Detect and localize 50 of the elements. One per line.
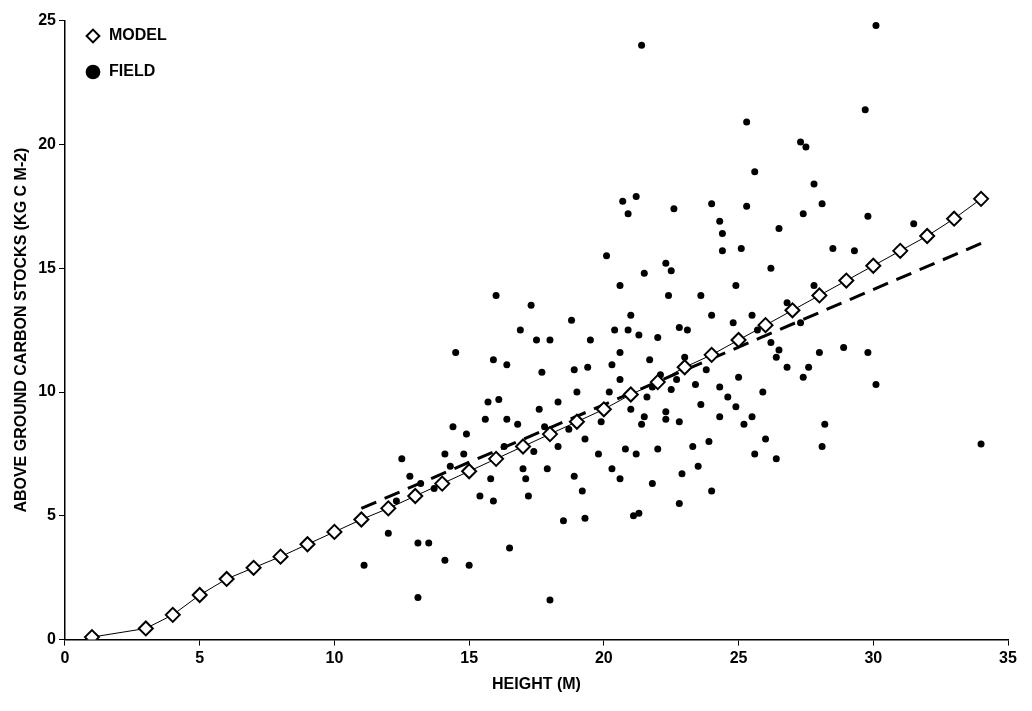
point	[299, 536, 316, 553]
point	[676, 359, 693, 376]
point	[137, 620, 154, 637]
y-tick-label: 20	[38, 134, 57, 152]
point	[326, 523, 343, 540]
y-tick-label: 10	[38, 382, 57, 400]
point	[272, 548, 289, 565]
point	[191, 587, 208, 604]
y-axis-title: ABOVE GROUND CARBON STOCKS (KG C M-2)	[12, 147, 30, 513]
x-tick-label: 10	[325, 648, 344, 666]
x-tick-label: 35	[999, 648, 1017, 666]
point	[353, 511, 370, 528]
x-tick-label: 25	[729, 648, 748, 666]
x-tick-label: 0	[60, 648, 70, 666]
point	[622, 386, 639, 403]
point	[515, 438, 532, 455]
point	[461, 463, 478, 480]
point	[245, 559, 262, 576]
y-tick-label: 15	[38, 258, 57, 276]
point	[649, 374, 666, 391]
point	[568, 413, 585, 430]
point	[218, 570, 235, 587]
legend-label: FIELD	[109, 62, 156, 80]
point	[919, 228, 936, 245]
point	[946, 210, 963, 227]
point	[811, 287, 828, 304]
point	[488, 450, 505, 467]
y-tick-label: 25	[38, 11, 57, 29]
point	[757, 317, 774, 334]
x-tick-label: 15	[460, 648, 479, 666]
point	[434, 475, 451, 492]
point	[541, 426, 558, 443]
point	[380, 500, 397, 517]
x-tick-label: 20	[594, 648, 613, 666]
x-tick-label: 5	[195, 648, 205, 666]
point	[407, 487, 424, 504]
y-tick-label: 5	[47, 506, 57, 524]
legend-label: MODEL	[109, 26, 167, 44]
x-axis-title: HEIGHT (M)	[492, 674, 581, 692]
point	[595, 401, 612, 418]
point	[838, 272, 855, 289]
point	[784, 302, 801, 319]
point	[865, 257, 882, 274]
point	[703, 346, 720, 363]
point	[892, 242, 909, 259]
point	[730, 332, 747, 348]
point	[973, 190, 990, 207]
y-tick-label: 0	[47, 630, 57, 648]
x-tick-label: 30	[864, 648, 883, 666]
point	[164, 606, 181, 623]
